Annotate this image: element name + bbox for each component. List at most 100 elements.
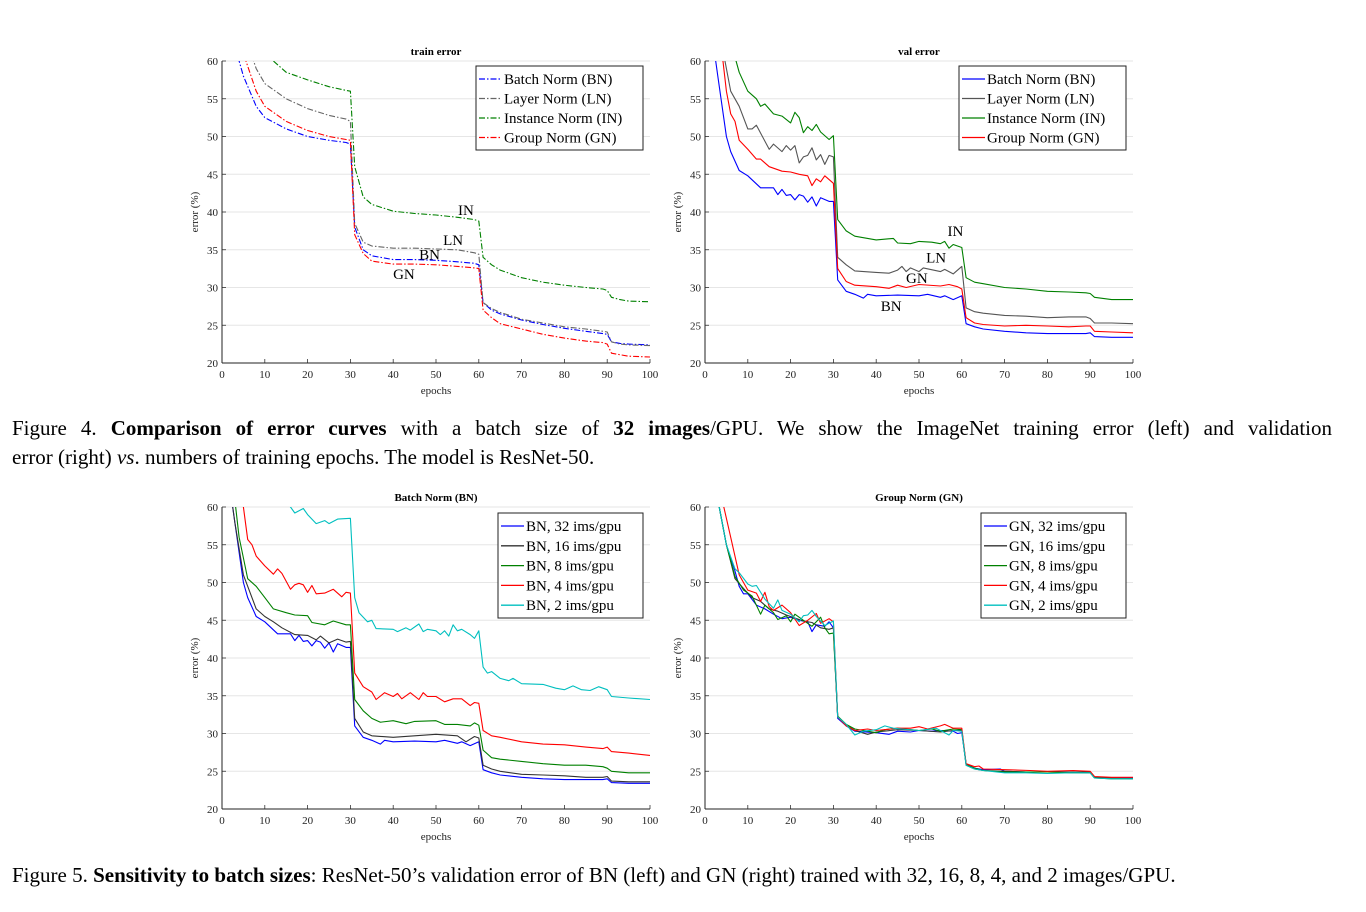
x-tick-label: 10 (259, 815, 271, 827)
legend-entry: Batch Norm (BN) (987, 72, 1095, 88)
legend-entry: Instance Norm (IN) (504, 111, 622, 127)
caption-bold: Sensitivity to batch sizes (93, 863, 311, 887)
series-line-group-norm-gn (722, 61, 1133, 334)
legend-entry: Layer Norm (LN) (987, 92, 1094, 108)
x-tick-label: 40 (871, 369, 883, 381)
legend: GN, 32 ims/gpu GN, 16 ims/gpu GN, 8 ims/gp… (980, 512, 1127, 619)
legend-entry: GN, 4 ims/gpu (1009, 578, 1098, 594)
x-tick-label: 0 (702, 369, 708, 381)
x-tick-label: 20 (302, 369, 314, 381)
x-tick-label: 50 (914, 815, 926, 827)
legend-entry: Group Norm (GN) (987, 131, 1099, 147)
x-tick-label: 10 (259, 369, 271, 381)
legend-entry: BN, 2 ims/gpu (526, 598, 614, 614)
x-tick-label: 10 (742, 369, 754, 381)
chart-group-norm-batch-sizes: 20 25 30 35 40 45 50 55 60 0 10 20 30 40 50 60 70 80 90 100… (663, 486, 1143, 846)
x-tick-label: 20 (302, 815, 314, 827)
x-tick-label: 50 (914, 369, 926, 381)
x-tick-label: 100 (642, 369, 659, 381)
chart-svg: 20 25 30 35 40 45 50 55 60 0 10 20 30 40 50 60 70 80 90 100… (189, 492, 659, 843)
legend-entry: GN, 2 ims/gpu (1009, 598, 1098, 614)
y-tick-label: 25 (207, 766, 219, 778)
x-tick-label: 60 (473, 369, 485, 381)
y-tick-label: 35 (690, 691, 702, 703)
annotation-label: LN (443, 233, 463, 249)
x-tick-label: 20 (785, 815, 797, 827)
plot-area (715, 61, 1133, 338)
x-axis-label: epochs (421, 385, 452, 397)
x-tick-label: 20 (785, 369, 797, 381)
series-line-layer-norm-ln (253, 61, 650, 347)
legend-entry: GN, 32 ims/gpu (1009, 519, 1106, 535)
legend-entry: BN, 8 ims/gpu (526, 559, 614, 575)
chart-title: train error (411, 46, 462, 58)
legend: Batch Norm (BN) Layer Norm (LN) Instance N… (958, 65, 1127, 151)
x-tick-label: 10 (742, 815, 754, 827)
x-tick-label: 60 (956, 369, 968, 381)
annotation-label: LN (926, 251, 946, 267)
chart-title: Group Norm (GN) (875, 492, 963, 504)
plot-area (718, 507, 1133, 780)
series-line-instance-norm-in (735, 61, 1133, 301)
chart-train-error: 20 25 30 35 40 45 50 55 60 0 10 20 30 40 50 60 70 80 90 100… (180, 40, 660, 400)
plot-area (232, 507, 650, 784)
y-tick-label: 20 (690, 804, 702, 816)
y-tick-label: 25 (690, 766, 702, 778)
y-tick-label: 55 (207, 540, 219, 552)
series-line-instance-norm-in (272, 61, 650, 303)
y-tick-label: 60 (690, 502, 702, 514)
y-tick-label: 20 (207, 804, 219, 816)
y-tick-label: 30 (207, 283, 219, 295)
x-tick-label: 50 (431, 815, 443, 827)
y-tick-label: 45 (207, 615, 219, 627)
chart-svg: 20 25 30 35 40 45 50 55 60 0 10 20 30 40 50 60 70 80 90 100… (672, 46, 1142, 397)
caption-text: error (right) (12, 445, 112, 469)
y-tick-label: 45 (690, 615, 702, 627)
y-axis-label: error (%) (672, 637, 684, 678)
y-tick-label: 30 (207, 729, 219, 741)
x-axis-label: epochs (904, 385, 935, 397)
caption-text: . numbers of training epochs. The model … (134, 445, 595, 469)
series-line-layer-norm-ln (724, 61, 1133, 325)
legend: Batch Norm (BN) Layer Norm (LN) Instance N… (475, 65, 644, 151)
chart-title: Batch Norm (BN) (394, 492, 477, 504)
x-tick-label: 90 (1085, 815, 1097, 827)
y-tick-label: 40 (690, 207, 702, 219)
x-tick-label: 100 (642, 815, 659, 827)
y-tick-label: 50 (690, 578, 702, 590)
x-tick-label: 80 (559, 815, 571, 827)
x-axis-label: epochs (904, 831, 935, 843)
chart-svg: 20 25 30 35 40 45 50 55 60 0 10 20 30 40 50 60 70 80 90 100… (189, 46, 659, 397)
chart-title: val error (898, 46, 940, 58)
y-tick-label: 25 (207, 320, 219, 332)
y-tick-label: 30 (690, 729, 702, 741)
x-tick-label: 70 (999, 815, 1011, 827)
caption-text: : ResNet-50’s validation error of BN (le… (310, 863, 1176, 887)
legend: BN, 32 ims/gpu BN, 16 ims/gpu BN, 8 ims/gp… (497, 512, 644, 619)
series-line-batch-norm-bn (238, 61, 650, 346)
x-tick-label: 90 (602, 369, 614, 381)
series-line-gn-8-ims-gpu (718, 507, 1133, 780)
x-tick-label: 90 (1085, 369, 1097, 381)
y-tick-label: 60 (690, 56, 702, 68)
figure-label: Figure 5. (12, 863, 88, 887)
y-tick-label: 55 (690, 540, 702, 552)
legend-entry: GN, 8 ims/gpu (1009, 559, 1098, 575)
series-line-group-norm-gn (245, 61, 650, 358)
figure-label: Figure 4. (12, 416, 97, 440)
legend-box (475, 65, 644, 151)
x-axis-label: epochs (421, 831, 452, 843)
x-tick-label: 30 (828, 369, 840, 381)
y-axis-label: error (%) (672, 191, 684, 232)
legend-entry: BN, 32 ims/gpu (526, 519, 622, 535)
caption-bold: 32 images (613, 416, 711, 440)
legend-entry: GN, 16 ims/gpu (1009, 539, 1106, 555)
series-line-gn-2-ims-gpu (718, 507, 1133, 780)
y-tick-label: 40 (207, 653, 219, 665)
x-tick-label: 40 (388, 815, 400, 827)
x-tick-label: 0 (219, 369, 225, 381)
plot-area (238, 61, 650, 358)
y-tick-label: 20 (690, 358, 702, 370)
legend-box (958, 65, 1127, 151)
x-tick-label: 90 (602, 815, 614, 827)
